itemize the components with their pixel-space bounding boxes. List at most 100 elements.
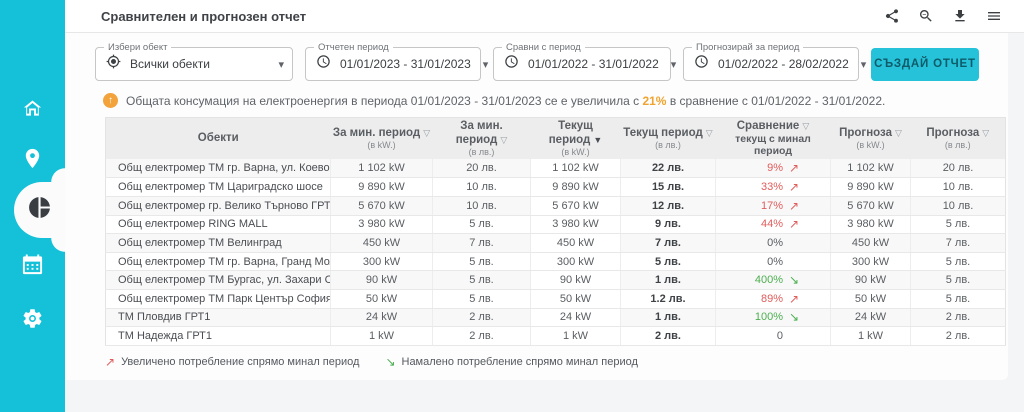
current-period-kw-cell: 9 890 kW xyxy=(530,177,621,198)
current-period-lv-cell: 7 лв. xyxy=(620,233,716,253)
min-period-kw-cell: 24 kW xyxy=(330,308,433,328)
comparison-cell: 44% ↗ xyxy=(715,215,831,235)
col-header-forecast-kw[interactable]: Прогноза ▽ (в kW.) xyxy=(830,117,911,160)
forecast-period-select[interactable]: Прогнозирай за период 01/02/2022 - 28/02… xyxy=(683,42,866,81)
min-period-lv-cell: 2 лв. xyxy=(432,326,531,346)
comparison-cell: 0 xyxy=(715,326,831,346)
sidebar-item-locations[interactable] xyxy=(0,145,65,177)
min-period-kw-cell: 3 980 kW xyxy=(330,215,433,235)
comparison-cell: 0% xyxy=(715,233,831,253)
home-icon xyxy=(21,97,44,125)
col-header-min-period-lv[interactable]: За мин. период ▽ (в лв.) xyxy=(432,117,531,160)
col-header-objects: Обекти xyxy=(105,117,331,160)
trend-arrow-icon: ↗ xyxy=(788,217,799,232)
table-row: ТМ Надежда ГРТ1 1 kW 2 лв. 1 kW 2 лв. 0 … xyxy=(105,326,1006,346)
current-period-lv-cell: 12 лв. xyxy=(620,196,716,216)
forecast-kw-cell: 1 102 kW xyxy=(830,159,911,179)
object-name-cell: ТМ Пловдив ГРТ1 xyxy=(105,308,331,328)
forecast-kw-cell: 300 kW xyxy=(830,252,911,272)
comparison-cell: 9% ↗ xyxy=(715,159,831,179)
col-header-forecast-lv[interactable]: Прогноза ▽ (в лв.) xyxy=(910,117,1006,160)
table-legend: ↗ Увеличено потребление спрямо минал пер… xyxy=(65,346,1008,369)
current-period-lv-cell: 9 лв. xyxy=(620,215,716,235)
create-report-button[interactable]: СЪЗДАЙ ОТЧЕТ xyxy=(871,47,979,81)
table-row: Общ електромер ТМ Цариградско шосе 9 890… xyxy=(105,177,1006,198)
object-select[interactable]: Избери обект Всички обекти ▾ xyxy=(95,42,293,81)
forecast-period-value: 01/02/2022 - 28/02/2022 xyxy=(718,57,849,71)
trend-arrow-icon: ↘ xyxy=(788,310,799,325)
comparison-cell: 400% ↘ xyxy=(715,270,831,290)
min-period-kw-cell: 90 kW xyxy=(330,270,433,290)
current-period-lv-cell: 2 лв. xyxy=(620,326,716,346)
forecast-lv-cell: 5 лв. xyxy=(910,252,1006,272)
forecast-kw-cell: 9 890 kW xyxy=(830,177,911,198)
current-period-lv-cell: 1 лв. xyxy=(620,308,716,328)
legend-decrease: ↘ Намалено потребление спрямо минал пери… xyxy=(385,354,638,369)
current-period-lv-cell: 1 лв. xyxy=(620,270,716,290)
col-header-current-period-lv[interactable]: Текущ период ▽ (в лв.) xyxy=(620,117,716,160)
report-period-select[interactable]: Отчетен период 01/01/2023 - 31/01/2023 ▾ xyxy=(305,42,488,81)
col-header-current-period-kw[interactable]: Текущ период ▼ (в kW.) xyxy=(530,117,621,160)
trend-down-icon: ↘ xyxy=(385,354,396,369)
comparison-cell: 89% ↗ xyxy=(715,289,831,309)
summary-text: Общата консумация на електроенергия в пе… xyxy=(126,93,886,108)
min-period-lv-cell: 10 лв. xyxy=(432,177,531,198)
sidebar-item-home[interactable] xyxy=(0,95,65,127)
zoom-out-icon[interactable] xyxy=(917,8,934,25)
trend-arrow-icon: ↘ xyxy=(788,273,799,288)
current-period-kw-cell: 5 670 kW xyxy=(530,196,621,216)
chevron-down-icon: ▾ xyxy=(860,58,867,71)
forecast-lv-cell: 5 лв. xyxy=(910,215,1006,235)
table-row: Общ електромер ТМ гр. Варна, ул. Коево №… xyxy=(105,159,1006,179)
current-period-kw-cell: 24 kW xyxy=(530,308,621,328)
forecast-period-label: Прогнозирай за период xyxy=(692,42,804,53)
table-row: Общ електромер ТМ Бургас, ул. Захари Сто… xyxy=(105,270,1006,290)
sort-icon: ▽ xyxy=(894,127,902,138)
forecast-lv-cell: 10 лв. xyxy=(910,196,1006,216)
min-period-lv-cell: 2 лв. xyxy=(432,308,531,328)
object-select-label: Избери обект xyxy=(104,42,172,53)
table-row: ТМ Пловдив ГРТ1 24 kW 2 лв. 24 kW 1 лв. … xyxy=(105,308,1006,328)
min-period-kw-cell: 5 670 kW xyxy=(330,196,433,216)
topbar-icons xyxy=(883,8,1002,25)
report-table-wrap: Обекти За мин. период ▽ (в kW.) За мин. пе… xyxy=(105,117,1006,346)
object-name-cell: Общ електромер гр. Велико Търново ГРТ Ре… xyxy=(105,196,331,216)
object-name-cell: Общ електромер ТМ гр. Варна, Гранд Мол xyxy=(105,252,331,272)
download-icon[interactable] xyxy=(951,8,968,25)
report-period-label: Отчетен период xyxy=(314,42,393,53)
object-name-cell: Общ електромер ТМ Цариградско шосе xyxy=(105,177,331,198)
filter-bar: Избери обект Всички обекти ▾ Отчетен пер… xyxy=(65,33,1008,81)
sidebar-item-reports-active[interactable] xyxy=(14,182,65,238)
col-header-min-period-kw[interactable]: За мин. период ▽ (в kW.) xyxy=(330,117,433,160)
trend-arrow-icon: ↗ xyxy=(788,161,799,176)
forecast-kw-cell: 5 670 kW xyxy=(830,196,911,216)
sidebar-item-calendar[interactable] xyxy=(0,251,65,283)
menu-icon[interactable] xyxy=(985,8,1002,25)
main-content: Сравнителен и прогнозен отчет xyxy=(65,0,1024,412)
object-name-cell: Общ електромер RING MALL xyxy=(105,215,331,235)
nav-active-fillet-bottom xyxy=(51,238,65,252)
chevron-down-icon: ▾ xyxy=(670,58,677,71)
current-period-kw-cell: 1 102 kW xyxy=(530,159,621,179)
sidebar-item-settings[interactable] xyxy=(0,305,65,337)
min-period-lv-cell: 7 лв. xyxy=(432,233,531,253)
clock-icon xyxy=(316,54,331,74)
comparison-cell: 0% xyxy=(715,252,831,272)
current-period-lv-cell: 5 лв. xyxy=(620,252,716,272)
forecast-kw-cell: 90 kW xyxy=(830,270,911,290)
min-period-kw-cell: 9 890 kW xyxy=(330,177,433,198)
location-pin-icon xyxy=(21,147,44,175)
trend-arrow-icon: ↗ xyxy=(788,198,799,213)
sort-icon: ▽ xyxy=(705,127,713,138)
table-row: Общ електромер ТМ гр. Варна, Гранд Мол 3… xyxy=(105,252,1006,272)
current-period-lv-cell: 22 лв. xyxy=(620,159,716,179)
share-icon[interactable] xyxy=(883,8,900,25)
topbar: Сравнителен и прогнозен отчет xyxy=(65,0,1024,33)
current-period-lv-cell: 15 лв. xyxy=(620,177,716,198)
col-header-comparison[interactable]: Сравнение ▽ текущ с минал период xyxy=(715,117,831,160)
forecast-lv-cell: 2 лв. xyxy=(910,308,1006,328)
calendar-icon xyxy=(21,253,44,281)
table-header-row: Обекти За мин. период ▽ (в kW.) За мин. пе… xyxy=(105,117,1006,160)
compare-period-select[interactable]: Сравни с период 01/01/2022 - 31/01/2022 … xyxy=(493,42,676,81)
min-period-lv-cell: 20 лв. xyxy=(432,159,531,179)
